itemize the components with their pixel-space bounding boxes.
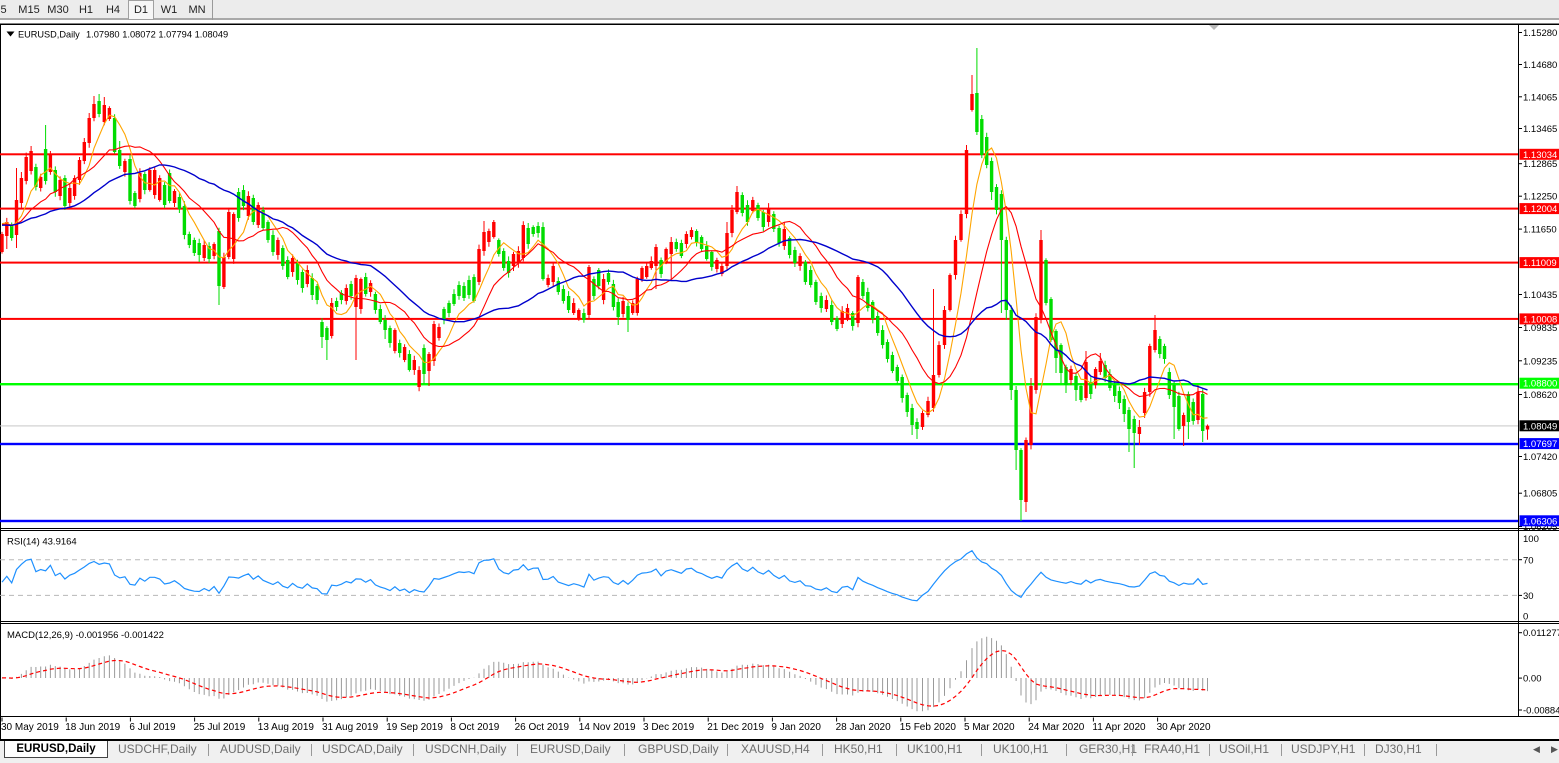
svg-text:1.14680: 1.14680 (1523, 60, 1557, 71)
svg-text:1.11650: 1.11650 (1523, 225, 1557, 236)
svg-text:-0.008845: -0.008845 (1523, 706, 1559, 717)
svg-text:31 Aug 2019: 31 Aug 2019 (322, 722, 379, 733)
svg-text:28 Jan 2020: 28 Jan 2020 (836, 722, 891, 733)
svg-text:1.07980 1.08072 1.07794 1.0804: 1.07980 1.08072 1.07794 1.08049 (86, 30, 228, 40)
svg-text:0: 0 (1523, 612, 1528, 623)
svg-text:MACD(12,26,9) -0.001956 -0.001: MACD(12,26,9) -0.001956 -0.001422 (7, 630, 164, 641)
svg-text:9 Jan 2020: 9 Jan 2020 (771, 722, 821, 733)
svg-text:30 Apr 2020: 30 Apr 2020 (1157, 722, 1211, 733)
svg-text:1.07420: 1.07420 (1523, 452, 1557, 463)
svg-text:14 Nov 2019: 14 Nov 2019 (579, 722, 636, 733)
svg-text:1.12004: 1.12004 (1523, 204, 1557, 215)
svg-text:1.08049: 1.08049 (1523, 421, 1557, 432)
svg-text:8 Oct 2019: 8 Oct 2019 (450, 722, 499, 733)
svg-text:1.10008: 1.10008 (1523, 314, 1557, 325)
svg-text:13 Aug 2019: 13 Aug 2019 (258, 722, 315, 733)
svg-text:1.06306: 1.06306 (1523, 516, 1557, 527)
svg-text:21 Dec 2019: 21 Dec 2019 (707, 722, 764, 733)
svg-text:30: 30 (1523, 591, 1534, 602)
svg-text:30 May 2019: 30 May 2019 (1, 722, 59, 733)
svg-text:25 Jul 2019: 25 Jul 2019 (194, 722, 246, 733)
svg-text:1.07697: 1.07697 (1523, 439, 1557, 450)
svg-text:1.06805: 1.06805 (1523, 489, 1557, 500)
svg-text:1.10435: 1.10435 (1523, 290, 1557, 301)
svg-text:1.06205: 1.06205 (1523, 522, 1557, 533)
svg-text:100: 100 (1523, 534, 1539, 545)
svg-text:1.13465: 1.13465 (1523, 124, 1557, 135)
svg-text:1.09235: 1.09235 (1523, 356, 1557, 367)
svg-text:1.12250: 1.12250 (1523, 192, 1557, 203)
svg-text:1.14065: 1.14065 (1523, 92, 1557, 103)
svg-text:11 Apr 2020: 11 Apr 2020 (1092, 722, 1146, 733)
svg-text:EURUSD,Daily: EURUSD,Daily (18, 30, 80, 40)
svg-text:24 Mar 2020: 24 Mar 2020 (1028, 722, 1085, 733)
svg-text:15 Feb 2020: 15 Feb 2020 (900, 722, 957, 733)
svg-text:RSI(14) 43.9164: RSI(14) 43.9164 (7, 537, 77, 548)
svg-text:6 Jul 2019: 6 Jul 2019 (129, 722, 176, 733)
svg-text:1.08620: 1.08620 (1523, 390, 1557, 401)
svg-text:3 Dec 2019: 3 Dec 2019 (643, 722, 695, 733)
svg-text:1.11009: 1.11009 (1523, 258, 1557, 269)
svg-text:1.15280: 1.15280 (1523, 28, 1557, 39)
svg-text:1.13034: 1.13034 (1523, 150, 1557, 161)
svg-text:0.011277: 0.011277 (1523, 628, 1559, 639)
svg-text:5 Mar 2020: 5 Mar 2020 (964, 722, 1015, 733)
svg-text:19 Sep 2019: 19 Sep 2019 (386, 722, 443, 733)
svg-text:70: 70 (1523, 555, 1534, 566)
svg-text:26 Oct 2019: 26 Oct 2019 (515, 722, 570, 733)
svg-text:1.12865: 1.12865 (1523, 159, 1557, 170)
svg-text:18 Jun 2019: 18 Jun 2019 (65, 722, 120, 733)
svg-text:0.00: 0.00 (1523, 674, 1542, 685)
svg-text:1.08800: 1.08800 (1523, 379, 1557, 390)
svg-text:1.09835: 1.09835 (1523, 323, 1557, 334)
